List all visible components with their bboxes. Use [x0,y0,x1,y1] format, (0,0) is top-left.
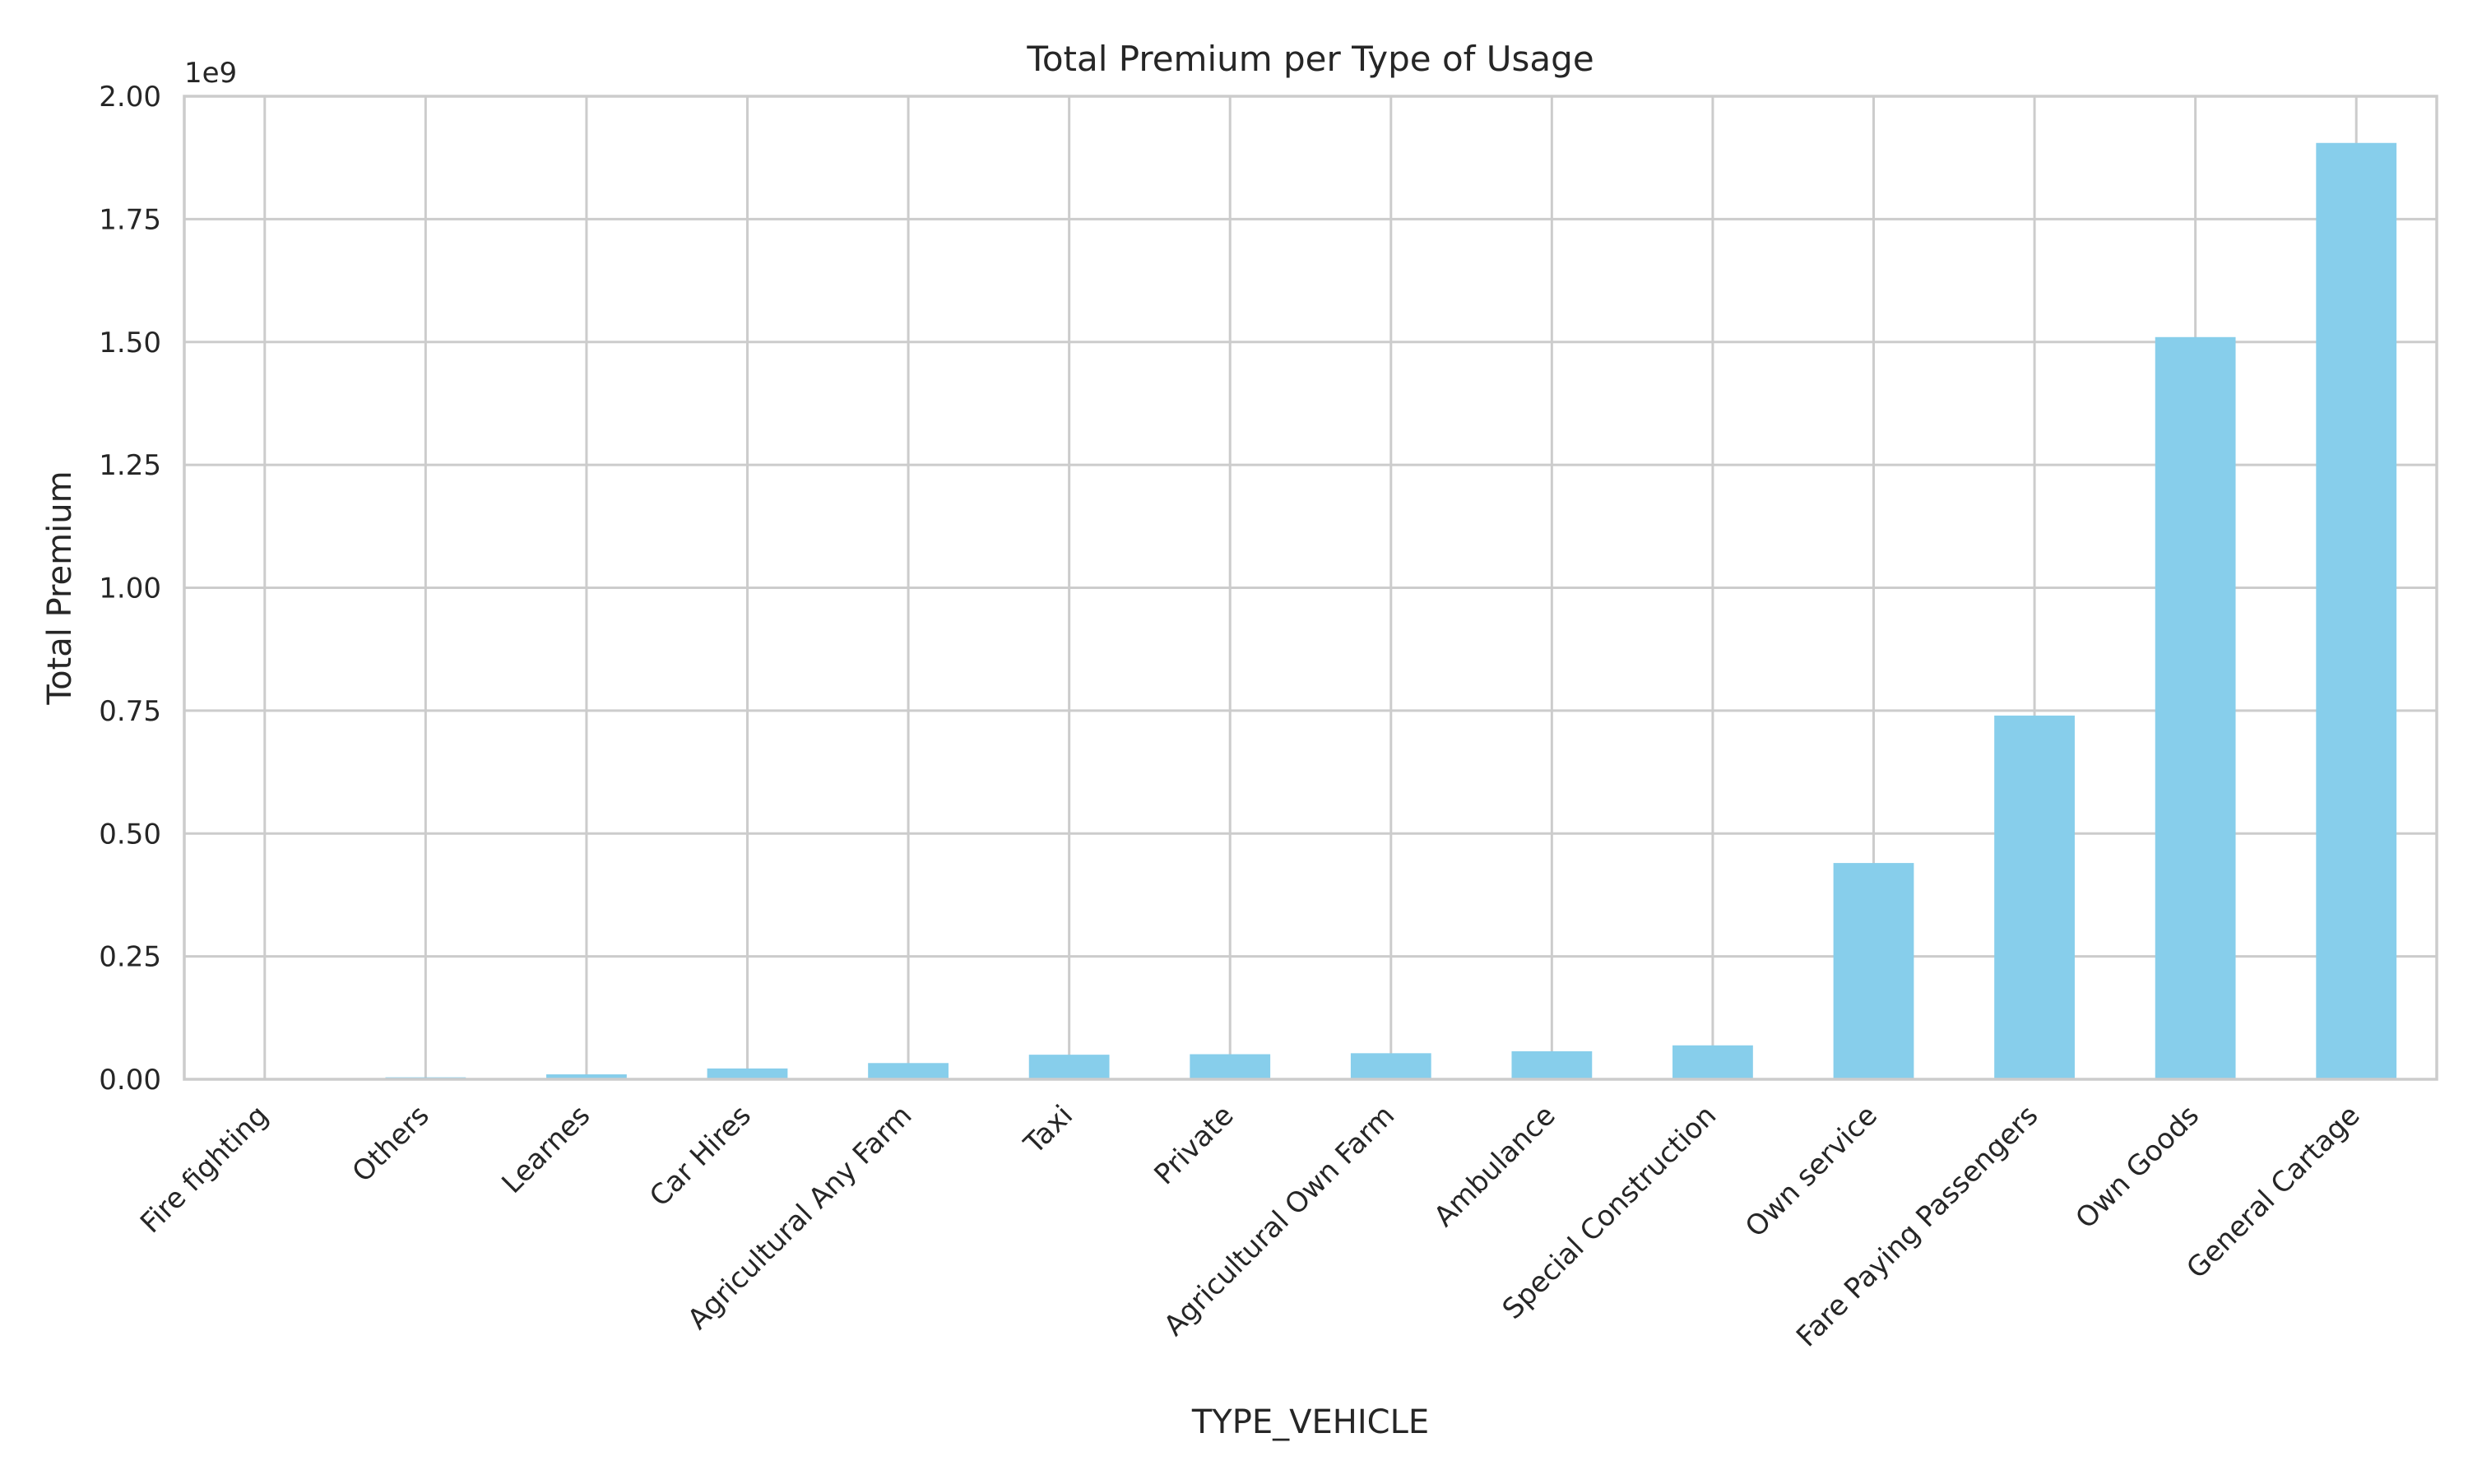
bar [546,1074,627,1079]
y-tick-label: 0.75 [99,695,161,728]
bar [1833,863,1914,1079]
bar [1511,1050,1593,1079]
bar [707,1068,788,1079]
y-axis-offset-label: 1e9 [184,57,237,90]
y-axis-label: Total Premium [41,471,79,705]
bar [1994,715,2075,1079]
bar [1028,1055,1110,1079]
y-tick-label: 0.00 [99,1064,161,1097]
y-tick-label: 0.50 [99,818,161,851]
y-tick-label: 2.00 [99,81,161,114]
y-tick-labels: 0.00 0.25 0.50 0.75 1.00 1.25 1.50 1.75 2.00 [99,81,161,1097]
y-tick-label: 1.00 [99,573,161,605]
plot-frame [183,95,2438,1081]
x-axis-label: TYPE_VEHICLE [1191,1403,1429,1441]
bar [1350,1053,1431,1079]
bar [2316,142,2397,1080]
y-tick-label: 1.75 [99,203,161,236]
y-tick-label: 1.25 [99,449,161,482]
bar [1672,1045,1753,1079]
bar [868,1063,949,1079]
chart-title: Total Premium per Type of Usage [1026,39,1594,79]
bar-layer [224,142,2397,1080]
y-tick-label: 0.25 [99,941,161,974]
bar [2155,336,2236,1079]
bar [1190,1054,1271,1079]
y-tick-label: 1.50 [99,327,161,359]
